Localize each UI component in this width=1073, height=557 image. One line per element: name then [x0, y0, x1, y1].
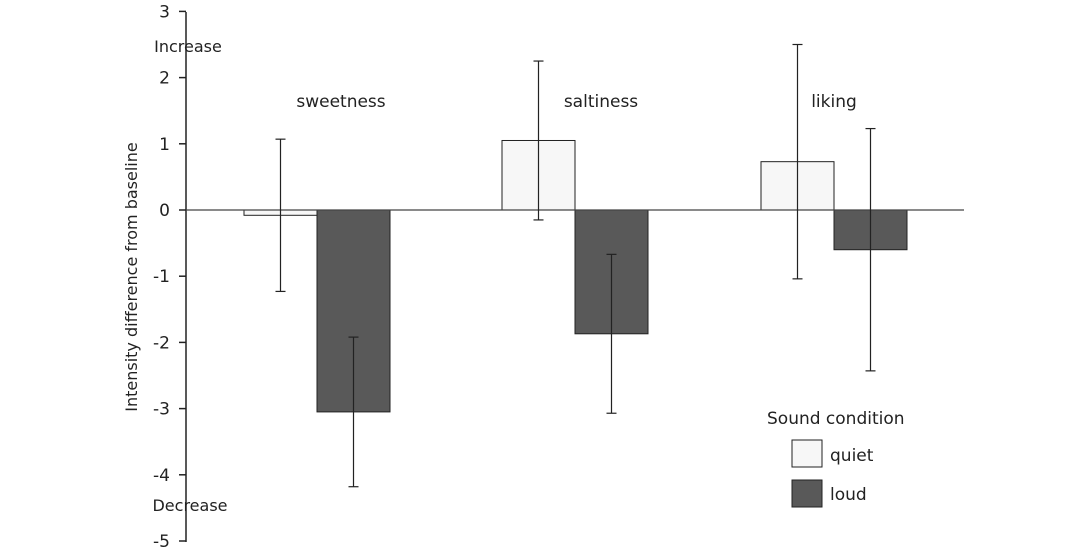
legend-swatch-quiet: [791, 439, 823, 468]
y-tick-label: -2: [153, 333, 170, 353]
legend-label-loud: loud: [830, 485, 867, 505]
legend: Sound condition quiet loud: [767, 409, 905, 508]
category-labels: sweetness saltiness liking: [296, 92, 856, 112]
axis-note-increase: Increase: [154, 37, 222, 56]
legend-title: Sound condition: [767, 409, 905, 429]
y-tick-label: 0: [159, 201, 170, 221]
y-tick-label: -5: [153, 532, 170, 552]
error-bar-quiet-liking: [792, 43, 803, 280]
axis-note-decrease: Decrease: [152, 496, 227, 515]
y-ticks: 3 2 1 0 -1 -2 -3 -4 -5: [153, 2, 186, 552]
category-label: liking: [811, 92, 857, 112]
y-tick-label: -3: [153, 400, 170, 420]
category-label: saltiness: [564, 92, 638, 112]
error-bar-loud-saltiness: [606, 253, 617, 414]
y-tick-label: -1: [153, 267, 170, 287]
error-bar-loud-sweetness: [348, 336, 359, 488]
legend-label-quiet: quiet: [830, 446, 874, 466]
error-bar-quiet-saltiness: [533, 60, 544, 221]
y-axis-label: Intensity difference from baseline: [122, 142, 141, 411]
error-bar-quiet-sweetness: [275, 138, 286, 293]
error-bars: [275, 43, 876, 488]
y-tick-label: 3: [159, 2, 170, 22]
y-tick-label: -4: [153, 466, 170, 486]
legend-swatch-loud: [791, 479, 823, 508]
y-tick-label: 1: [159, 135, 170, 155]
y-tick-label: 2: [159, 69, 170, 89]
category-label: sweetness: [296, 92, 385, 112]
bars: [243, 139, 908, 413]
error-bar-loud-liking: [865, 127, 876, 372]
